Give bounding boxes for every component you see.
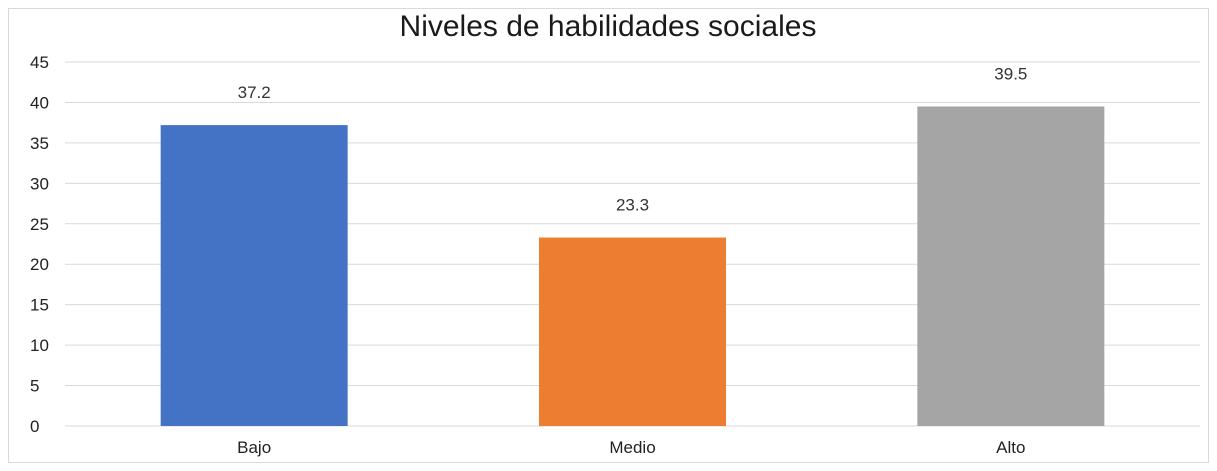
bar-bajo bbox=[160, 125, 348, 427]
x-category-label-medio: Medio bbox=[609, 438, 655, 457]
y-tick-label: 35 bbox=[30, 134, 49, 153]
data-label-alto: 39.5 bbox=[994, 64, 1027, 83]
bar-medio bbox=[539, 237, 726, 426]
chart-title: Niveles de habilidades sociales bbox=[400, 10, 817, 43]
y-tick-label: 0 bbox=[30, 417, 39, 436]
y-tick-label: 10 bbox=[30, 336, 49, 355]
y-tick-label: 5 bbox=[30, 377, 39, 396]
y-tick-label: 20 bbox=[30, 255, 49, 274]
bar-alto bbox=[917, 106, 1105, 426]
y-tick-label: 40 bbox=[30, 93, 49, 112]
y-tick-label: 30 bbox=[30, 174, 49, 193]
data-labels: 37.2 23.3 39.5 bbox=[238, 64, 1028, 214]
x-axis-categories: Bajo Medio Alto bbox=[237, 438, 1025, 457]
x-category-label-alto: Alto bbox=[996, 438, 1025, 457]
bars bbox=[160, 106, 1105, 427]
data-label-bajo: 37.2 bbox=[238, 83, 271, 102]
y-axis-ticks: 0 5 10 15 20 25 30 35 40 45 bbox=[30, 53, 49, 436]
y-tick-label: 25 bbox=[30, 215, 49, 234]
y-tick-label: 45 bbox=[30, 53, 49, 72]
data-label-medio: 23.3 bbox=[616, 196, 649, 215]
y-tick-label: 15 bbox=[30, 296, 49, 315]
x-category-label-bajo: Bajo bbox=[237, 438, 271, 457]
